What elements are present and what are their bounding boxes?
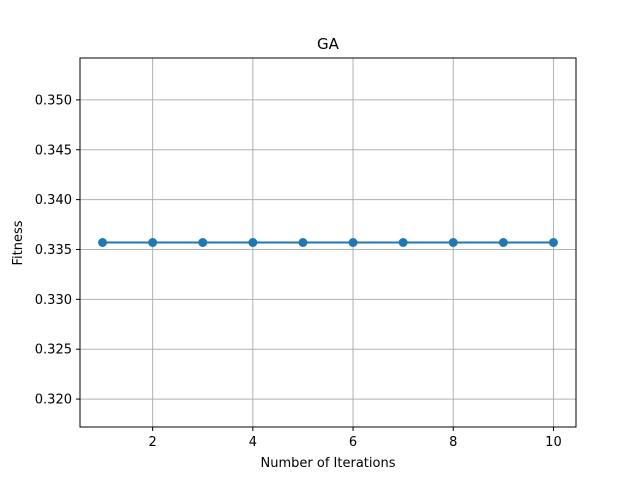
data-point (198, 238, 208, 247)
data-point (448, 238, 458, 247)
chart-title: GA (317, 35, 340, 53)
series-layer (98, 238, 558, 247)
y-tick-label: 0.335 (35, 243, 72, 258)
data-point (498, 238, 508, 247)
x-tick-label: 4 (249, 435, 257, 450)
data-point (298, 238, 308, 247)
y-tick-label: 0.325 (35, 343, 72, 358)
data-point (548, 238, 558, 247)
x-tick-label: 2 (149, 435, 157, 450)
y-axis-label: Fitness (11, 220, 26, 265)
data-point (348, 238, 358, 247)
x-tick-label: 6 (349, 435, 357, 450)
y-tick-label: 0.330 (35, 293, 72, 308)
x-tick-label: 10 (545, 435, 562, 450)
data-point (148, 238, 158, 247)
data-point (98, 238, 108, 247)
tick-layer: 2 4 6 8 10 0.320 0.325 0.330 0.335 0.340 0.345 0.35… (35, 93, 562, 450)
y-tick-label: 0.345 (35, 143, 72, 158)
data-point (398, 238, 408, 247)
x-tick-label: 8 (449, 435, 457, 450)
y-tick-label: 0.320 (35, 393, 72, 408)
y-tick-label: 0.340 (35, 193, 72, 208)
plot-frame (79, 57, 577, 428)
data-point (248, 238, 258, 247)
y-tick-label: 0.350 (35, 93, 72, 108)
x-axis-label: Number of Iterations (261, 456, 396, 471)
